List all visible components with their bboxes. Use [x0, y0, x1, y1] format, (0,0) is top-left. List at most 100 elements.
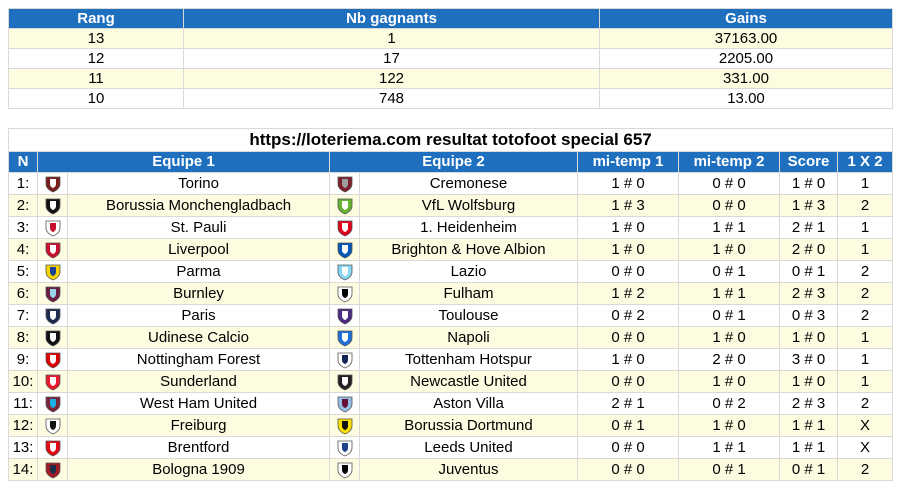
juventus-crest-icon: [337, 462, 352, 479]
result-1x2: 2: [836, 392, 894, 415]
team2-logo-cell: [329, 326, 360, 349]
newcastle-crest-icon: [337, 374, 352, 391]
halftime1-score: 0 # 0: [577, 260, 679, 283]
final-score: 1 # 0: [779, 326, 838, 349]
freiburg-crest-icon: [45, 418, 60, 435]
team1-name: Borussia Monchengladbach: [67, 194, 330, 217]
halftime2-score: 0 # 0: [678, 194, 780, 217]
header-n: N: [8, 151, 38, 173]
table-row: 10 748 13.00: [8, 88, 893, 109]
team2-name: Juventus: [359, 458, 578, 481]
row-number: 13:: [8, 436, 38, 459]
gains-cell-gagnants: 17: [183, 48, 600, 69]
header-score: Score: [779, 151, 838, 173]
row-number: 2:: [8, 194, 38, 217]
team2-logo-cell: [329, 172, 360, 195]
lazio-crest-icon: [337, 264, 352, 281]
bologna-crest-icon: [45, 462, 60, 479]
brighton-crest-icon: [337, 242, 352, 259]
team1-logo-cell: [37, 392, 68, 415]
result-1x2: 1: [836, 370, 894, 393]
gains-header-rang: Rang: [8, 8, 184, 29]
heidenheim-crest-icon: [337, 220, 352, 237]
paris-crest-icon: [45, 308, 60, 325]
gains-cell-gagnants: 122: [183, 68, 600, 89]
gains-cell-rang: 12: [8, 48, 184, 69]
halftime1-score: 0 # 1: [577, 414, 679, 437]
team2-logo-cell: [329, 304, 360, 327]
halftime1-score: 1 # 0: [577, 172, 679, 195]
row-number: 12:: [8, 414, 38, 437]
burnley-crest-icon: [45, 286, 60, 303]
team2-name: Borussia Dortmund: [359, 414, 578, 437]
team2-name: Brighton & Hove Albion: [359, 238, 578, 261]
halftime2-score: 0 # 1: [678, 260, 780, 283]
team2-logo-cell: [329, 282, 360, 305]
table-row: 11 122 331.00: [8, 68, 893, 89]
cremonese-crest-icon: [337, 176, 352, 193]
halftime2-score: 1 # 1: [678, 216, 780, 239]
final-score: 2 # 3: [779, 392, 838, 415]
team1-logo-cell: [37, 370, 68, 393]
halftime2-score: 1 # 0: [678, 370, 780, 393]
tottenham-crest-icon: [337, 352, 352, 369]
result-1x2: 1: [836, 216, 894, 239]
napoli-crest-icon: [337, 330, 352, 347]
gains-cell-rang: 11: [8, 68, 184, 89]
final-score: 0 # 1: [779, 458, 838, 481]
halftime2-score: 0 # 1: [678, 304, 780, 327]
halftime1-score: 0 # 0: [577, 370, 679, 393]
halftime1-score: 0 # 0: [577, 458, 679, 481]
gains-table: Rang Nb gagnants Gains 13 1 37163.00 12 17 22…: [8, 8, 893, 109]
table-title: https://loteriema.com resultat totofoot …: [7, 128, 894, 152]
wolfsburg-crest-icon: [337, 198, 352, 215]
team2-name: 1. Heidenheim: [359, 216, 578, 239]
parma-crest-icon: [45, 264, 60, 281]
team2-logo-cell: [329, 238, 360, 261]
team1-name: Paris: [67, 304, 330, 327]
final-score: 1 # 3: [779, 194, 838, 217]
team1-name: Parma: [67, 260, 330, 283]
halftime1-score: 1 # 0: [577, 348, 679, 371]
row-number: 1:: [8, 172, 38, 195]
result-1x2: X: [836, 436, 894, 459]
halftime1-score: 0 # 2: [577, 304, 679, 327]
team1-logo-cell: [37, 194, 68, 217]
team1-logo-cell: [37, 216, 68, 239]
west-ham-crest-icon: [45, 396, 60, 413]
halftime2-score: 1 # 1: [678, 282, 780, 305]
result-1x2: 1: [836, 348, 894, 371]
halftime2-score: 1 # 0: [678, 238, 780, 261]
gains-header-gains: Gains: [599, 8, 893, 29]
result-1x2: X: [836, 414, 894, 437]
sunderland-crest-icon: [45, 374, 60, 391]
row-number: 14:: [8, 458, 38, 481]
header-equipe2: Equipe 2: [329, 151, 578, 173]
team1-name: Udinese Calcio: [67, 326, 330, 349]
row-number: 5:: [8, 260, 38, 283]
team1-logo-cell: [37, 414, 68, 437]
result-1x2: 2: [836, 194, 894, 217]
row-number: 10:: [8, 370, 38, 393]
header-result: 1 X 2: [836, 151, 894, 173]
udinese-crest-icon: [45, 330, 60, 347]
halftime1-score: 1 # 2: [577, 282, 679, 305]
halftime2-score: 0 # 2: [678, 392, 780, 415]
team2-logo-cell: [329, 260, 360, 283]
team1-name: Torino: [67, 172, 330, 195]
table-row: 13 1 37163.00: [8, 28, 893, 49]
team2-logo-cell: [329, 194, 360, 217]
team2-name: Tottenham Hotspur: [359, 348, 578, 371]
team1-logo-cell: [37, 458, 68, 481]
team2-logo-cell: [329, 216, 360, 239]
team1-name: Bologna 1909: [67, 458, 330, 481]
table-row: 12 17 2205.00: [8, 48, 893, 69]
team1-name: Burnley: [67, 282, 330, 305]
team1-logo-cell: [37, 282, 68, 305]
